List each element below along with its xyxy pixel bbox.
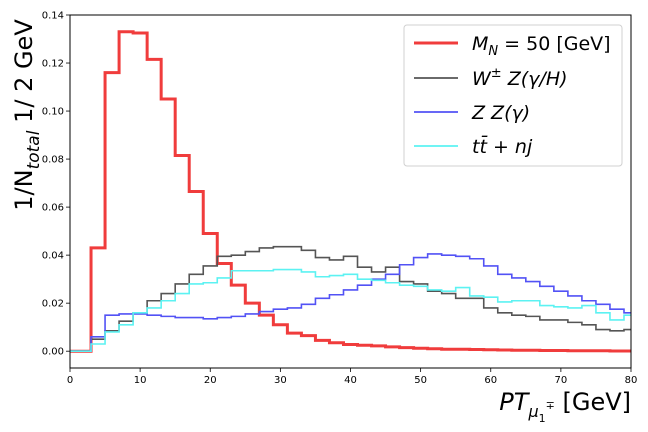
y-tick-label: 0.00 xyxy=(42,347,64,358)
x-tick-label: 70 xyxy=(555,375,568,386)
y-tick-label: 0.14 xyxy=(42,11,64,22)
x-axis-label-sub: μ xyxy=(527,402,538,421)
x-tick-label: 10 xyxy=(134,375,147,386)
x-tick-label: 40 xyxy=(344,375,357,386)
series-line-wz xyxy=(70,245,631,352)
series-line-ttbar xyxy=(70,268,631,352)
x-axis-label-sub-sup: ∓ xyxy=(546,399,555,412)
y-axis-label-sub: total xyxy=(24,130,44,169)
y-tick-label: 0.02 xyxy=(42,299,64,310)
legend-label-wz: W± Z(γ/H) xyxy=(472,66,568,90)
x-tick-label: 80 xyxy=(625,375,638,386)
series-line-zz xyxy=(70,253,631,352)
legend-label-wz-sup: ± xyxy=(491,66,502,81)
legend: MN = 50 [GeV] W± Z(γ/H) Z Z(γ) tt̄ + nj xyxy=(403,24,623,167)
x-axis-label-subsub: 1 xyxy=(539,412,546,425)
series-line-signal xyxy=(70,30,631,353)
legend-label-signal: MN = 50 [GeV] xyxy=(472,33,611,59)
x-tick-label: 20 xyxy=(204,375,217,386)
x-tick-label: 60 xyxy=(484,375,497,386)
plot-series xyxy=(70,30,631,353)
y-tick-label: 0.06 xyxy=(42,203,64,214)
y-axis-label: 1/Ntotal 1/ 2 GeV xyxy=(10,19,44,211)
x-axis: 0 10 20 30 40 50 60 70 80 xyxy=(67,368,638,386)
y-tick-label: 0.10 xyxy=(42,107,64,118)
y-tick-label: 0.08 xyxy=(42,155,64,166)
legend-label-zz: Z Z(γ) xyxy=(471,102,530,124)
legend-label-ttbar: tt̄ + nj xyxy=(472,134,533,158)
x-axis-label: PTμ1∓ [GeV] xyxy=(499,388,631,425)
y-tick-label: 0.12 xyxy=(42,59,64,70)
y-axis: 0.00 0.02 0.04 0.06 0.08 0.10 0.12 0.14 xyxy=(42,11,70,358)
x-tick-label: 30 xyxy=(274,375,287,386)
legend-label-signal-rest: = 50 [GeV] xyxy=(498,33,610,55)
x-tick-label: 50 xyxy=(414,375,427,386)
legend-label-wz-rest: Z(γ/H) xyxy=(502,68,568,90)
x-tick-label: 0 xyxy=(67,375,73,386)
legend-box xyxy=(403,24,623,167)
x-axis-label-unit: [GeV] xyxy=(562,388,631,416)
y-tick-label: 0.04 xyxy=(42,251,64,262)
y-axis-label-suffix: 1/ 2 GeV xyxy=(10,19,38,131)
legend-label-signal-sub: N xyxy=(488,44,498,59)
